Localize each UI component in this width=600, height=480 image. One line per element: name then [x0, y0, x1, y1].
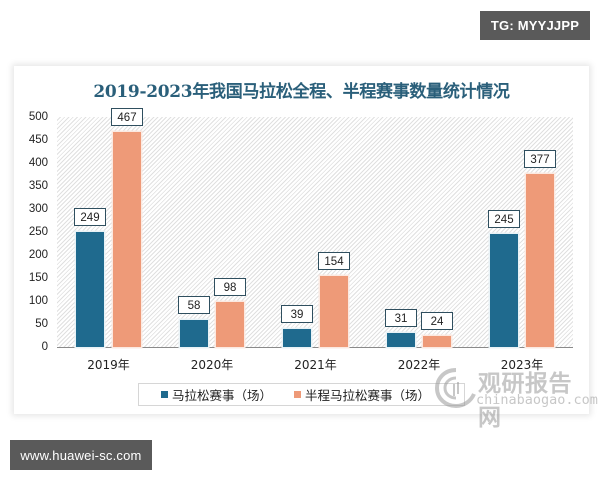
data-label-marathon: 249	[74, 208, 106, 227]
data-label-half-marathon: 98	[214, 277, 246, 296]
y-tick-label: 100	[28, 295, 48, 307]
watermark-cn: 观研报告网	[478, 371, 572, 431]
bar-half-marathon	[423, 335, 451, 347]
legend-swatch-half-marathon	[294, 391, 302, 398]
plot-area: 249 58 39 31 245 467 98 154 24 377	[57, 108, 573, 348]
watermark: 观研报告网 chinabaogao.com	[434, 364, 598, 431]
y-tick-label: 50	[35, 318, 48, 330]
x-tick-label: 2022年	[397, 358, 441, 372]
legend-label-half-marathon: 半程马拉松赛事（场）	[305, 388, 431, 403]
y-tick-label: 400	[28, 157, 48, 169]
bar-marathon	[180, 320, 208, 347]
bar-half-marathon	[113, 132, 141, 347]
data-label-half-marathon: 377	[524, 149, 556, 168]
y-tick-label: 350	[28, 180, 48, 192]
site-badge: www.huawei-sc.com	[10, 440, 152, 470]
chart-title: 2019-2023年我国马拉松全程、半程赛事数量统计情况	[93, 82, 510, 102]
bar-marathon	[283, 329, 311, 347]
y-tick-label: 200	[28, 249, 48, 261]
bar-half-marathon	[320, 276, 348, 347]
y-tick-label: 150	[28, 272, 48, 284]
legend: 马拉松赛事（场） 半程马拉松赛事（场）	[138, 383, 465, 406]
watermark-en: chinabaogao.com	[476, 392, 598, 408]
bar-marathon	[76, 232, 104, 347]
x-tick-label: 2020年	[190, 358, 234, 372]
bar-half-marathon	[216, 301, 244, 347]
data-label-marathon: 245	[488, 210, 520, 229]
legend-item-marathon: 马拉松赛事（场）	[161, 385, 272, 404]
data-label-marathon: 58	[178, 296, 210, 315]
bar-half-marathon	[526, 173, 554, 347]
bar-marathon	[490, 234, 518, 347]
data-label-half-marathon: 154	[318, 252, 350, 271]
data-label-half-marathon: 467	[111, 108, 143, 127]
y-tick-label: 300	[28, 203, 48, 215]
chart-card: 2019-2023年我国马拉松全程、半程赛事数量统计情况 249 58 39 31 24…	[14, 66, 598, 431]
x-tick-label: 2023年	[500, 358, 544, 372]
y-tick-label: 250	[28, 226, 48, 238]
legend-label-marathon: 马拉松赛事（场）	[172, 388, 273, 403]
x-tick-label: 2021年	[294, 358, 337, 372]
legend-item-half-marathon: 半程马拉松赛事（场）	[294, 385, 430, 404]
y-tick-label: 450	[28, 134, 48, 146]
y-tick-label: 0	[41, 341, 48, 353]
legend-swatch-marathon	[161, 391, 168, 398]
x-tick-label: 2019年	[87, 358, 130, 372]
data-label-marathon: 39	[281, 305, 313, 324]
data-label-half-marathon: 24	[421, 311, 453, 330]
y-tick-label: 500	[28, 111, 48, 123]
watermark-logo-icon	[434, 368, 476, 409]
data-label-marathon: 31	[385, 308, 417, 327]
bar-marathon	[387, 332, 415, 347]
tg-badge: TG: MYYJJPP	[480, 11, 590, 40]
